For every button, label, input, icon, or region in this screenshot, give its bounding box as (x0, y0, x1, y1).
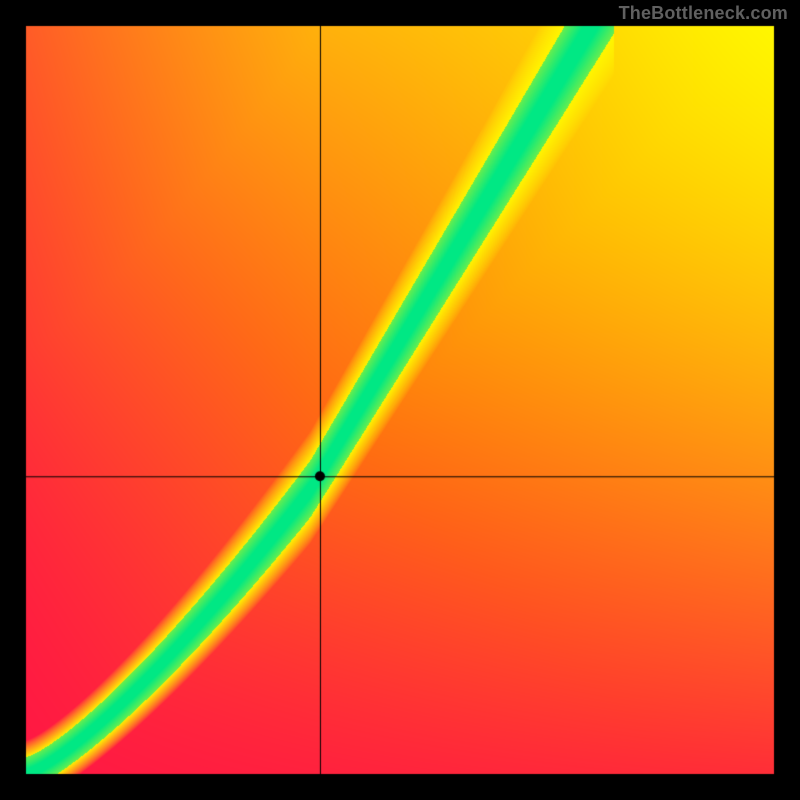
bottleneck-heatmap (0, 0, 800, 800)
chart-container: TheBottleneck.com (0, 0, 800, 800)
watermark-text: TheBottleneck.com (619, 3, 788, 24)
